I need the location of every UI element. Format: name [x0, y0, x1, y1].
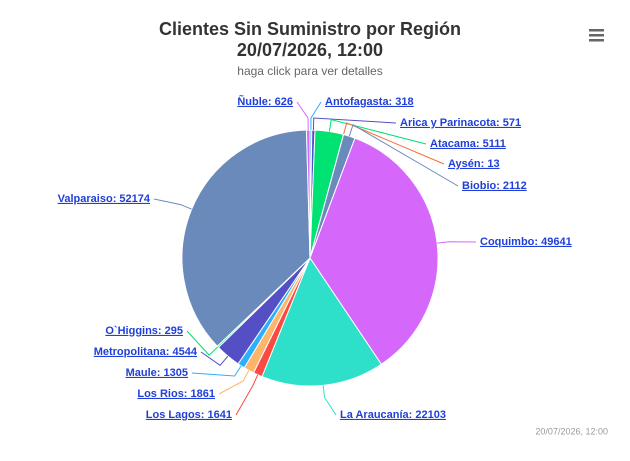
chart-title: 20/07/2026, 12:00: [237, 40, 383, 60]
data-label[interactable]: Valparaiso: 52174: [58, 193, 151, 205]
credits: 20/07/2026, 12:00: [535, 426, 608, 436]
data-label[interactable]: Antofagasta: 318: [325, 96, 414, 108]
connector: [328, 118, 427, 145]
pie-slice[interactable]: [181, 129, 311, 347]
chart-subtitle: haga click para ver detalles: [237, 64, 382, 78]
connector: [322, 385, 337, 416]
connector: [153, 198, 192, 210]
connector: [218, 370, 250, 395]
data-label[interactable]: Maule: 1305: [126, 367, 188, 379]
menu-bar: [589, 39, 604, 42]
data-label[interactable]: Los Lagos: 1641: [146, 409, 232, 421]
pie-slice[interactable]: [305, 129, 311, 259]
connector: [200, 351, 229, 367]
menu-bar: [589, 34, 604, 37]
data-label[interactable]: Los Rios: 1861: [137, 388, 215, 400]
data-label[interactable]: O`Higgins: 295: [105, 325, 183, 337]
menu-bar: [589, 29, 604, 32]
connector: [437, 241, 477, 244]
data-label[interactable]: Coquimbo: 49641: [480, 236, 572, 248]
chart-title: Clientes Sin Suministro por Región: [159, 19, 461, 39]
connector: [296, 101, 309, 131]
connector: [235, 374, 259, 416]
menu-button[interactable]: [589, 29, 604, 42]
connector: [186, 330, 219, 356]
data-label[interactable]: La Araucanía: 22103: [340, 409, 446, 421]
connector: [348, 124, 459, 187]
data-label[interactable]: Atacama: 5111: [430, 138, 506, 150]
data-label[interactable]: Aysén: 13: [448, 158, 500, 170]
data-label[interactable]: Biobio: 2112: [462, 180, 527, 192]
connector: [312, 117, 397, 131]
connector: [191, 365, 242, 377]
connector: [310, 101, 322, 131]
connector: [343, 122, 445, 165]
data-label[interactable]: Arica y Parinacota: 571: [400, 117, 521, 129]
data-label[interactable]: Metropolitana: 4544: [94, 346, 198, 358]
data-label[interactable]: Ñuble: 626: [237, 95, 293, 108]
